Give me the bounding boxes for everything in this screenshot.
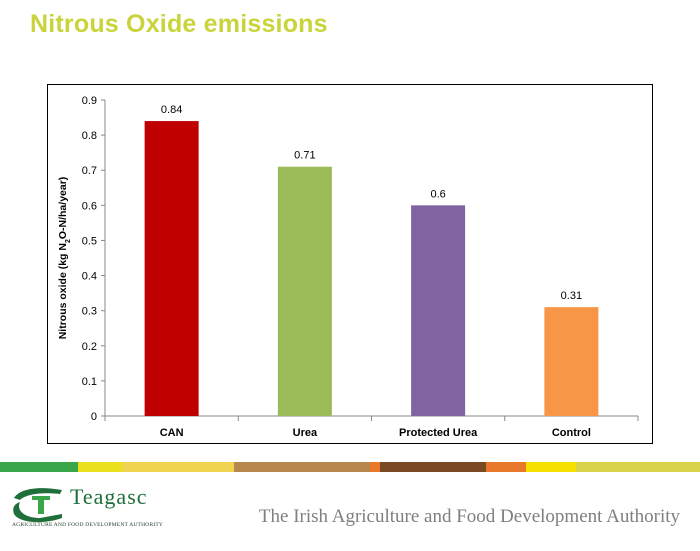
- chart-frame: 0 0.1 0.2 0.3 0.4 0.5 0.6 0.7 0.8 0.9 Nitrous oxid…: [47, 84, 653, 444]
- y-axis-title: Nitrous oxide (kg N2O-N/ha/year): [57, 177, 72, 340]
- bar-can: [144, 121, 199, 417]
- stripe-segment: [526, 462, 576, 472]
- slide-title: Nitrous Oxide emissions: [30, 10, 328, 38]
- data-label: 0.84: [161, 104, 182, 116]
- logo-mark-icon: [13, 488, 62, 523]
- y-tick-label: 0.7: [82, 165, 97, 177]
- y-tick-label: 0.3: [82, 306, 97, 318]
- y-tick-label: 0.2: [82, 341, 97, 353]
- y-tick-label: 0.8: [82, 130, 97, 142]
- x-tick-label: Control: [552, 427, 591, 439]
- y-tick-label: 0.1: [82, 376, 97, 388]
- x-tick-label: Urea: [293, 427, 318, 439]
- color-stripe: [0, 462, 700, 472]
- data-label: 0.71: [294, 150, 315, 162]
- teagasc-logo: Teagasc Agriculture and Food Development…: [10, 484, 190, 536]
- data-label: 0.6: [430, 188, 445, 200]
- y-tick-label: 0.4: [82, 271, 97, 283]
- y-tick-label: 0.9: [82, 95, 97, 107]
- stripe-segment: [122, 462, 234, 472]
- x-tick-label: Protected Urea: [399, 427, 478, 439]
- y-tick-label: 0.6: [82, 200, 97, 212]
- stripe-segment: [370, 462, 380, 472]
- stripe-segment: [234, 462, 370, 472]
- logo-subtitle: Agriculture and Food Development Authori…: [12, 522, 164, 528]
- logo-wordmark: Teagasc: [70, 484, 148, 509]
- footer-tagline: The Irish Agriculture and Food Developme…: [258, 506, 680, 527]
- y-tick-label: 0: [91, 411, 97, 423]
- y-tick-label: 0.5: [82, 235, 97, 247]
- stripe-segment: [576, 462, 700, 472]
- bar-control: [544, 307, 599, 416]
- bar-chart: 0 0.1 0.2 0.3 0.4 0.5 0.6 0.7 0.8 0.9 Nitrous oxid…: [57, 95, 639, 439]
- stripe-segment: [0, 462, 78, 472]
- data-label: 0.31: [561, 290, 582, 302]
- bar-urea: [277, 166, 332, 416]
- stripe-segment: [78, 462, 122, 472]
- stripe-segment: [380, 462, 486, 472]
- bar-protected-urea: [411, 205, 466, 416]
- stripe-segment: [486, 462, 526, 472]
- x-tick-label: CAN: [160, 427, 184, 439]
